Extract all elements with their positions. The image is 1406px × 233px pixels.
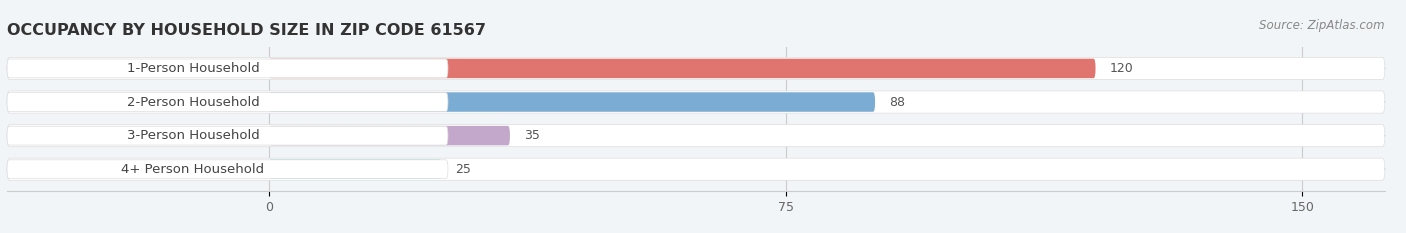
- FancyBboxPatch shape: [269, 126, 510, 145]
- FancyBboxPatch shape: [7, 57, 1385, 79]
- Text: OCCUPANCY BY HOUSEHOLD SIZE IN ZIP CODE 61567: OCCUPANCY BY HOUSEHOLD SIZE IN ZIP CODE …: [7, 24, 486, 38]
- FancyBboxPatch shape: [7, 59, 449, 78]
- Text: 88: 88: [889, 96, 905, 109]
- Text: 2-Person Household: 2-Person Household: [127, 96, 260, 109]
- FancyBboxPatch shape: [7, 160, 449, 179]
- Text: 4+ Person Household: 4+ Person Household: [121, 163, 264, 176]
- FancyBboxPatch shape: [7, 126, 449, 145]
- FancyBboxPatch shape: [269, 92, 875, 112]
- FancyBboxPatch shape: [269, 159, 441, 179]
- Text: 35: 35: [524, 129, 540, 142]
- FancyBboxPatch shape: [7, 91, 1385, 113]
- FancyBboxPatch shape: [7, 93, 449, 111]
- FancyBboxPatch shape: [7, 158, 1385, 180]
- Text: 1-Person Household: 1-Person Household: [127, 62, 260, 75]
- Text: 3-Person Household: 3-Person Household: [127, 129, 260, 142]
- Text: 25: 25: [456, 163, 471, 176]
- Text: 120: 120: [1109, 62, 1133, 75]
- Text: Source: ZipAtlas.com: Source: ZipAtlas.com: [1260, 19, 1385, 32]
- FancyBboxPatch shape: [269, 59, 1095, 78]
- FancyBboxPatch shape: [7, 125, 1385, 147]
